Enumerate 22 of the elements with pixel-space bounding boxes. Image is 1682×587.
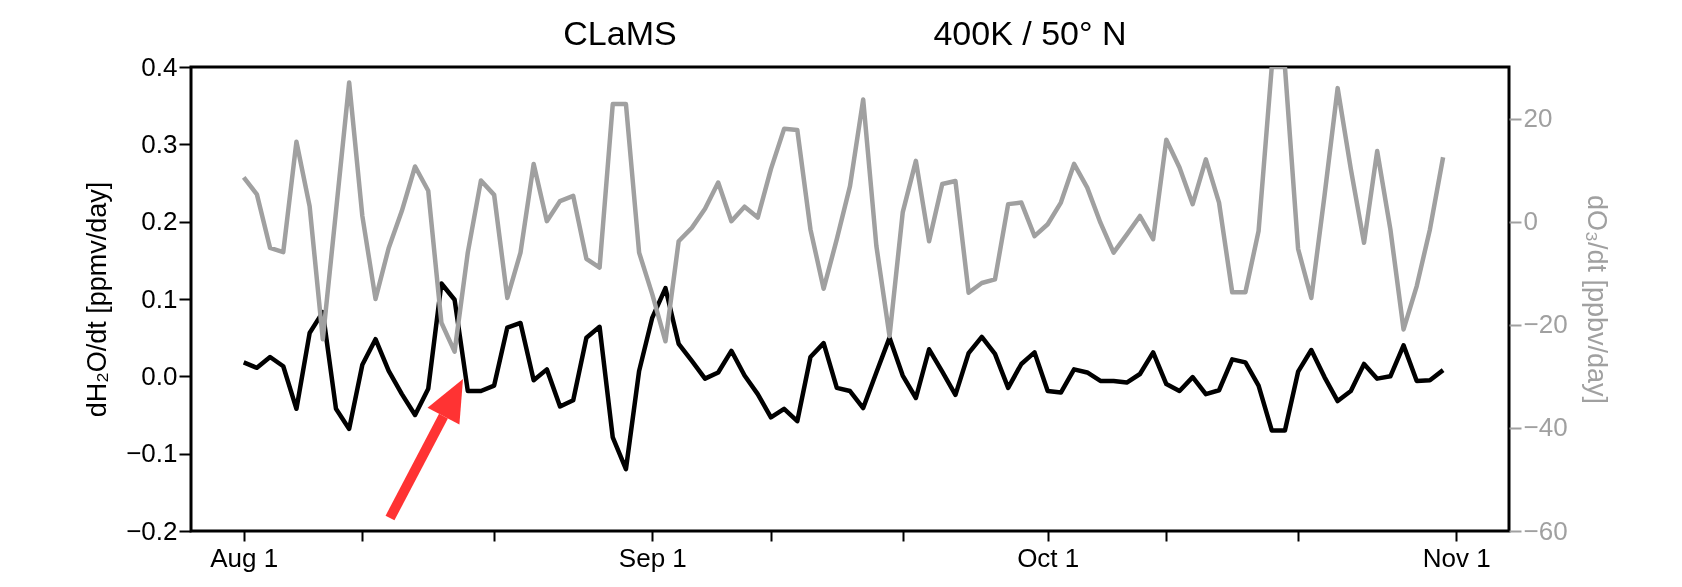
y-tick-label: −0.2 <box>126 515 178 546</box>
y-tick-label: −0.1 <box>126 438 178 469</box>
y-tick-label: 0.0 <box>141 360 178 391</box>
y-tick-label: 0.4 <box>141 51 178 82</box>
x-tick-label: Aug 1 <box>210 542 279 573</box>
y2-tick-label: 0 <box>1523 206 1538 237</box>
chart-title: CLaMS <box>563 14 677 53</box>
y2-tick-label: −20 <box>1523 309 1568 340</box>
y2-tick-label: −60 <box>1523 515 1568 546</box>
y-tick-label: 0.1 <box>141 283 178 314</box>
y-tick-label: 0.2 <box>141 206 178 237</box>
x-tick-label: Oct 1 <box>1017 542 1080 573</box>
y-axis-title: dH₂O/dt [ppmv/day] <box>82 181 113 418</box>
line-series <box>241 281 1446 472</box>
y-tick-label: 0.3 <box>141 128 178 159</box>
line-series <box>241 67 1446 354</box>
y2-axis-title: dO₃/dt [ppbv/day] <box>1581 194 1612 405</box>
x-tick-label: Sep 1 <box>618 542 687 573</box>
y2-tick-label: 20 <box>1523 103 1553 134</box>
x-tick-label: Nov 1 <box>1422 542 1491 573</box>
y2-tick-label: −40 <box>1523 412 1568 443</box>
chart-subtitle: 400K / 50° N <box>933 14 1127 53</box>
